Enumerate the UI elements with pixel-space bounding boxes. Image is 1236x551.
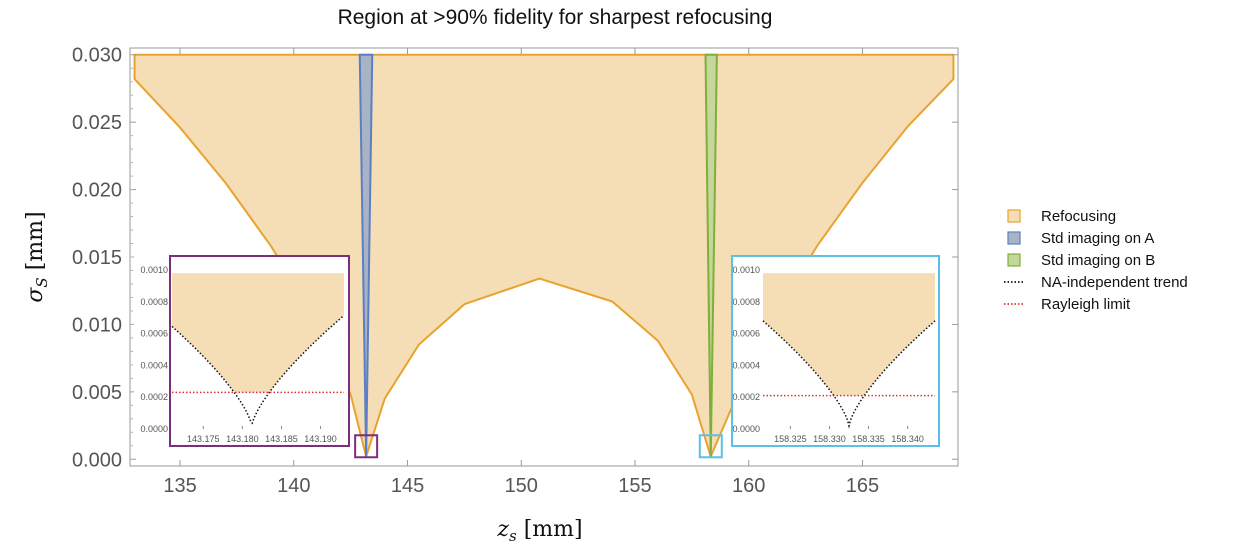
- legend-swatch: [1007, 253, 1021, 267]
- inset-x-tick-label: 143.190: [304, 434, 337, 444]
- legend-label: Rayleigh limit: [1041, 296, 1131, 313]
- inset-na-trend-line: [171, 314, 345, 425]
- x-tick-label: 160: [732, 475, 765, 497]
- legend-item: Refocusing: [1007, 208, 1116, 225]
- inset-a: 0.0000 0.0002 0.0004 0.0006 0.0008 0.0010 143.…: [134, 255, 350, 447]
- x-tick-label: 165: [846, 475, 879, 497]
- inset-y-tick-label: 0.0000: [140, 424, 168, 434]
- legend-item: Rayleigh limit: [1004, 296, 1131, 313]
- y-tick-label: 0.025: [72, 112, 122, 134]
- inset-x-tick-label: 143.175: [187, 434, 220, 444]
- inset-x-tick-label: 143.185: [265, 434, 298, 444]
- inset-refocusing-region: [172, 273, 344, 393]
- inset-y-tick-label: 0.0000: [732, 424, 760, 434]
- x-tick-label: 155: [618, 475, 651, 497]
- y-tick-label: 0.005: [72, 382, 122, 404]
- inset-x-tick-label: 143.180: [226, 434, 259, 444]
- legend-swatch: [1007, 209, 1021, 223]
- legend-label: Std imaging on B: [1041, 252, 1155, 269]
- y-tick-label: 0.000: [72, 449, 122, 471]
- inset-refocusing-region: [763, 273, 935, 396]
- inset-x-tick-label: 158.335: [852, 434, 885, 444]
- inset-y-tick-label: 0.0002: [140, 392, 168, 402]
- inset-frame: [169, 255, 350, 447]
- legend-item: NA-independent trend: [1004, 274, 1188, 291]
- inset-na-trend-line: [762, 320, 936, 429]
- inset-x-tick-label: 158.340: [891, 434, 924, 444]
- std-imaging-a-region: [358, 53, 374, 458]
- inset-frame: [731, 255, 940, 447]
- zoom-box-a: [354, 434, 379, 459]
- legend-label: Std imaging on A: [1041, 230, 1154, 247]
- x-axis-label: zs [mm]: [496, 517, 582, 545]
- x-tick-label: 150: [505, 475, 538, 497]
- inset-y-tick-label: 0.0008: [140, 297, 168, 307]
- inset-y-tick-label: 0.0010: [732, 265, 760, 275]
- legend-item: Std imaging on B: [1007, 252, 1155, 269]
- x-tick-label: 140: [277, 475, 310, 497]
- zoom-box-b: [698, 434, 723, 459]
- inset-b: 0.0000 0.0002 0.0004 0.0006 0.0008 0.0010 158.…: [731, 255, 940, 447]
- inset-x-tick-label: 158.325: [774, 434, 807, 444]
- inset-y-tick-label: 0.0006: [732, 329, 760, 339]
- chart-title: Region at >90% fidelity for sharpest ref…: [338, 6, 773, 29]
- legend-swatch: [1007, 231, 1021, 245]
- std-imaging-b-region: [704, 53, 718, 458]
- legend-item: Std imaging on A: [1007, 230, 1154, 247]
- x-tick-label: 135: [163, 475, 196, 497]
- inset-y-tick-label: 0.0008: [732, 297, 760, 307]
- inset-y-tick-label: 0.0004: [140, 360, 168, 370]
- x-tick-label: 145: [391, 475, 424, 497]
- inset-y-tick-label: 0.0010: [140, 265, 168, 275]
- y-tick-label: 0.010: [72, 314, 122, 336]
- legend-label: Refocusing: [1041, 208, 1116, 225]
- legend-label: NA-independent trend: [1041, 274, 1188, 291]
- legend: Refocusing Std imaging on A Std imaging on…: [1004, 208, 1188, 313]
- y-tick-label: 0.020: [72, 180, 122, 202]
- inset-x-tick-label: 158.330: [813, 434, 846, 444]
- y-tick-label: 0.030: [72, 45, 122, 67]
- inset-y-tick-label: 0.0006: [140, 329, 168, 339]
- y-tick-label: 0.015: [72, 247, 122, 269]
- inset-y-tick-label: 0.0002: [732, 392, 760, 402]
- inset-y-tick-label: 0.0004: [732, 360, 760, 370]
- y-axis-label: σS [mm]: [23, 211, 51, 302]
